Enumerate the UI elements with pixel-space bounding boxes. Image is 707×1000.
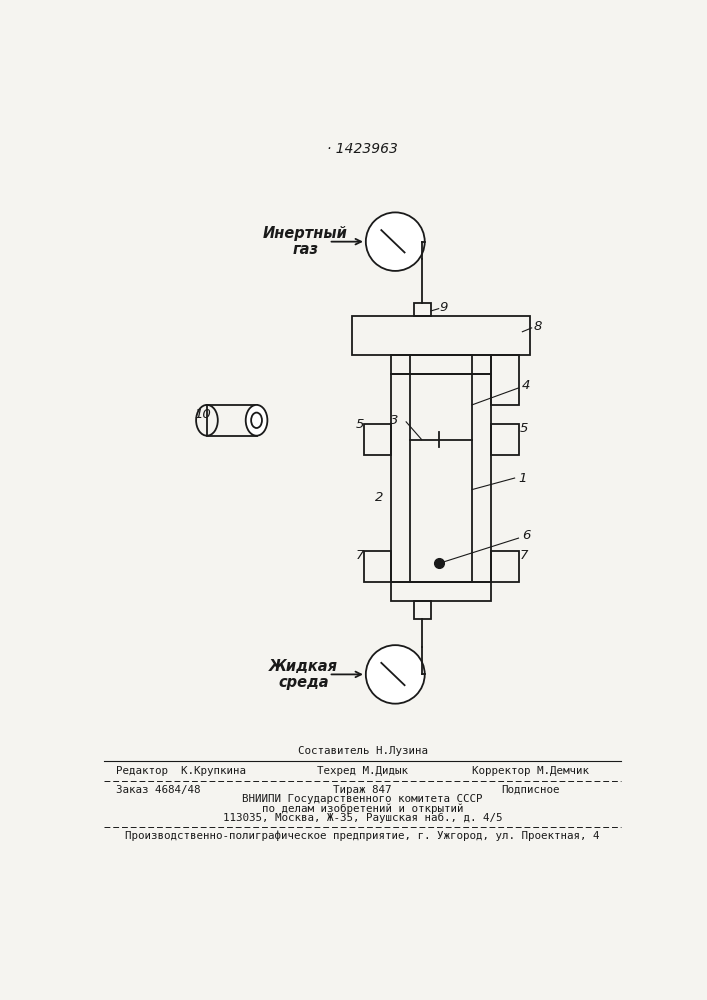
Bar [491, 424, 518, 455]
Text: Тираж 847: Тираж 847 [334, 785, 392, 795]
Bar [491, 551, 518, 582]
Bar [363, 551, 391, 582]
Text: ВНИИПИ Государственного комитета СССР: ВНИИПИ Государственного комитета СССР [243, 794, 483, 804]
Text: 5: 5 [356, 418, 364, 431]
Bar [363, 424, 391, 455]
Bar [410, 355, 472, 582]
Bar [207, 405, 257, 436]
Text: 9: 9 [439, 301, 448, 314]
Text: · 1423963: · 1423963 [327, 142, 398, 156]
Text: Составитель Н.Лузина: Составитель Н.Лузина [298, 746, 428, 756]
Text: 8: 8 [534, 320, 542, 333]
Text: 113035, Москва, Ж-35, Раушская наб., д. 4/5: 113035, Москва, Ж-35, Раушская наб., д. … [223, 813, 503, 823]
Text: Редактор  К.Крупкина: Редактор К.Крупкина [117, 766, 246, 776]
Text: 5: 5 [520, 422, 528, 434]
Bar [414, 303, 431, 316]
Text: Инертный: Инертный [263, 226, 348, 241]
Text: 3: 3 [390, 414, 399, 427]
Text: Производственно-полиграфическое предприятие, г. Ужгород, ул. Проектная, 4: Производственно-полиграфическое предприя… [125, 831, 600, 841]
Text: Заказ 4684/48: Заказ 4684/48 [116, 785, 200, 795]
Text: по делам изобретений и открытий: по делам изобретений и открытий [262, 803, 464, 814]
Bar [491, 355, 518, 405]
Bar [391, 355, 491, 374]
Text: 1: 1 [518, 472, 527, 485]
Bar [352, 316, 530, 355]
Text: Подписное: Подписное [501, 785, 559, 795]
Text: 4: 4 [522, 379, 530, 392]
Text: Техред М.Дидык: Техред М.Дидык [317, 766, 408, 776]
Ellipse shape [366, 212, 425, 271]
Ellipse shape [366, 645, 425, 704]
Bar [414, 601, 431, 619]
Bar [391, 374, 491, 582]
Text: Корректор М.Демчик: Корректор М.Демчик [472, 766, 589, 776]
Text: среда: среда [279, 675, 329, 690]
Text: 7: 7 [520, 549, 528, 562]
Ellipse shape [246, 405, 267, 436]
Text: 10: 10 [194, 408, 211, 421]
Text: 6: 6 [522, 529, 530, 542]
Bar [391, 582, 491, 601]
Text: Жидкая: Жидкая [269, 659, 339, 674]
Text: 2: 2 [375, 491, 383, 504]
Ellipse shape [251, 413, 262, 428]
Text: газ: газ [293, 242, 318, 257]
Text: 7: 7 [356, 549, 364, 562]
